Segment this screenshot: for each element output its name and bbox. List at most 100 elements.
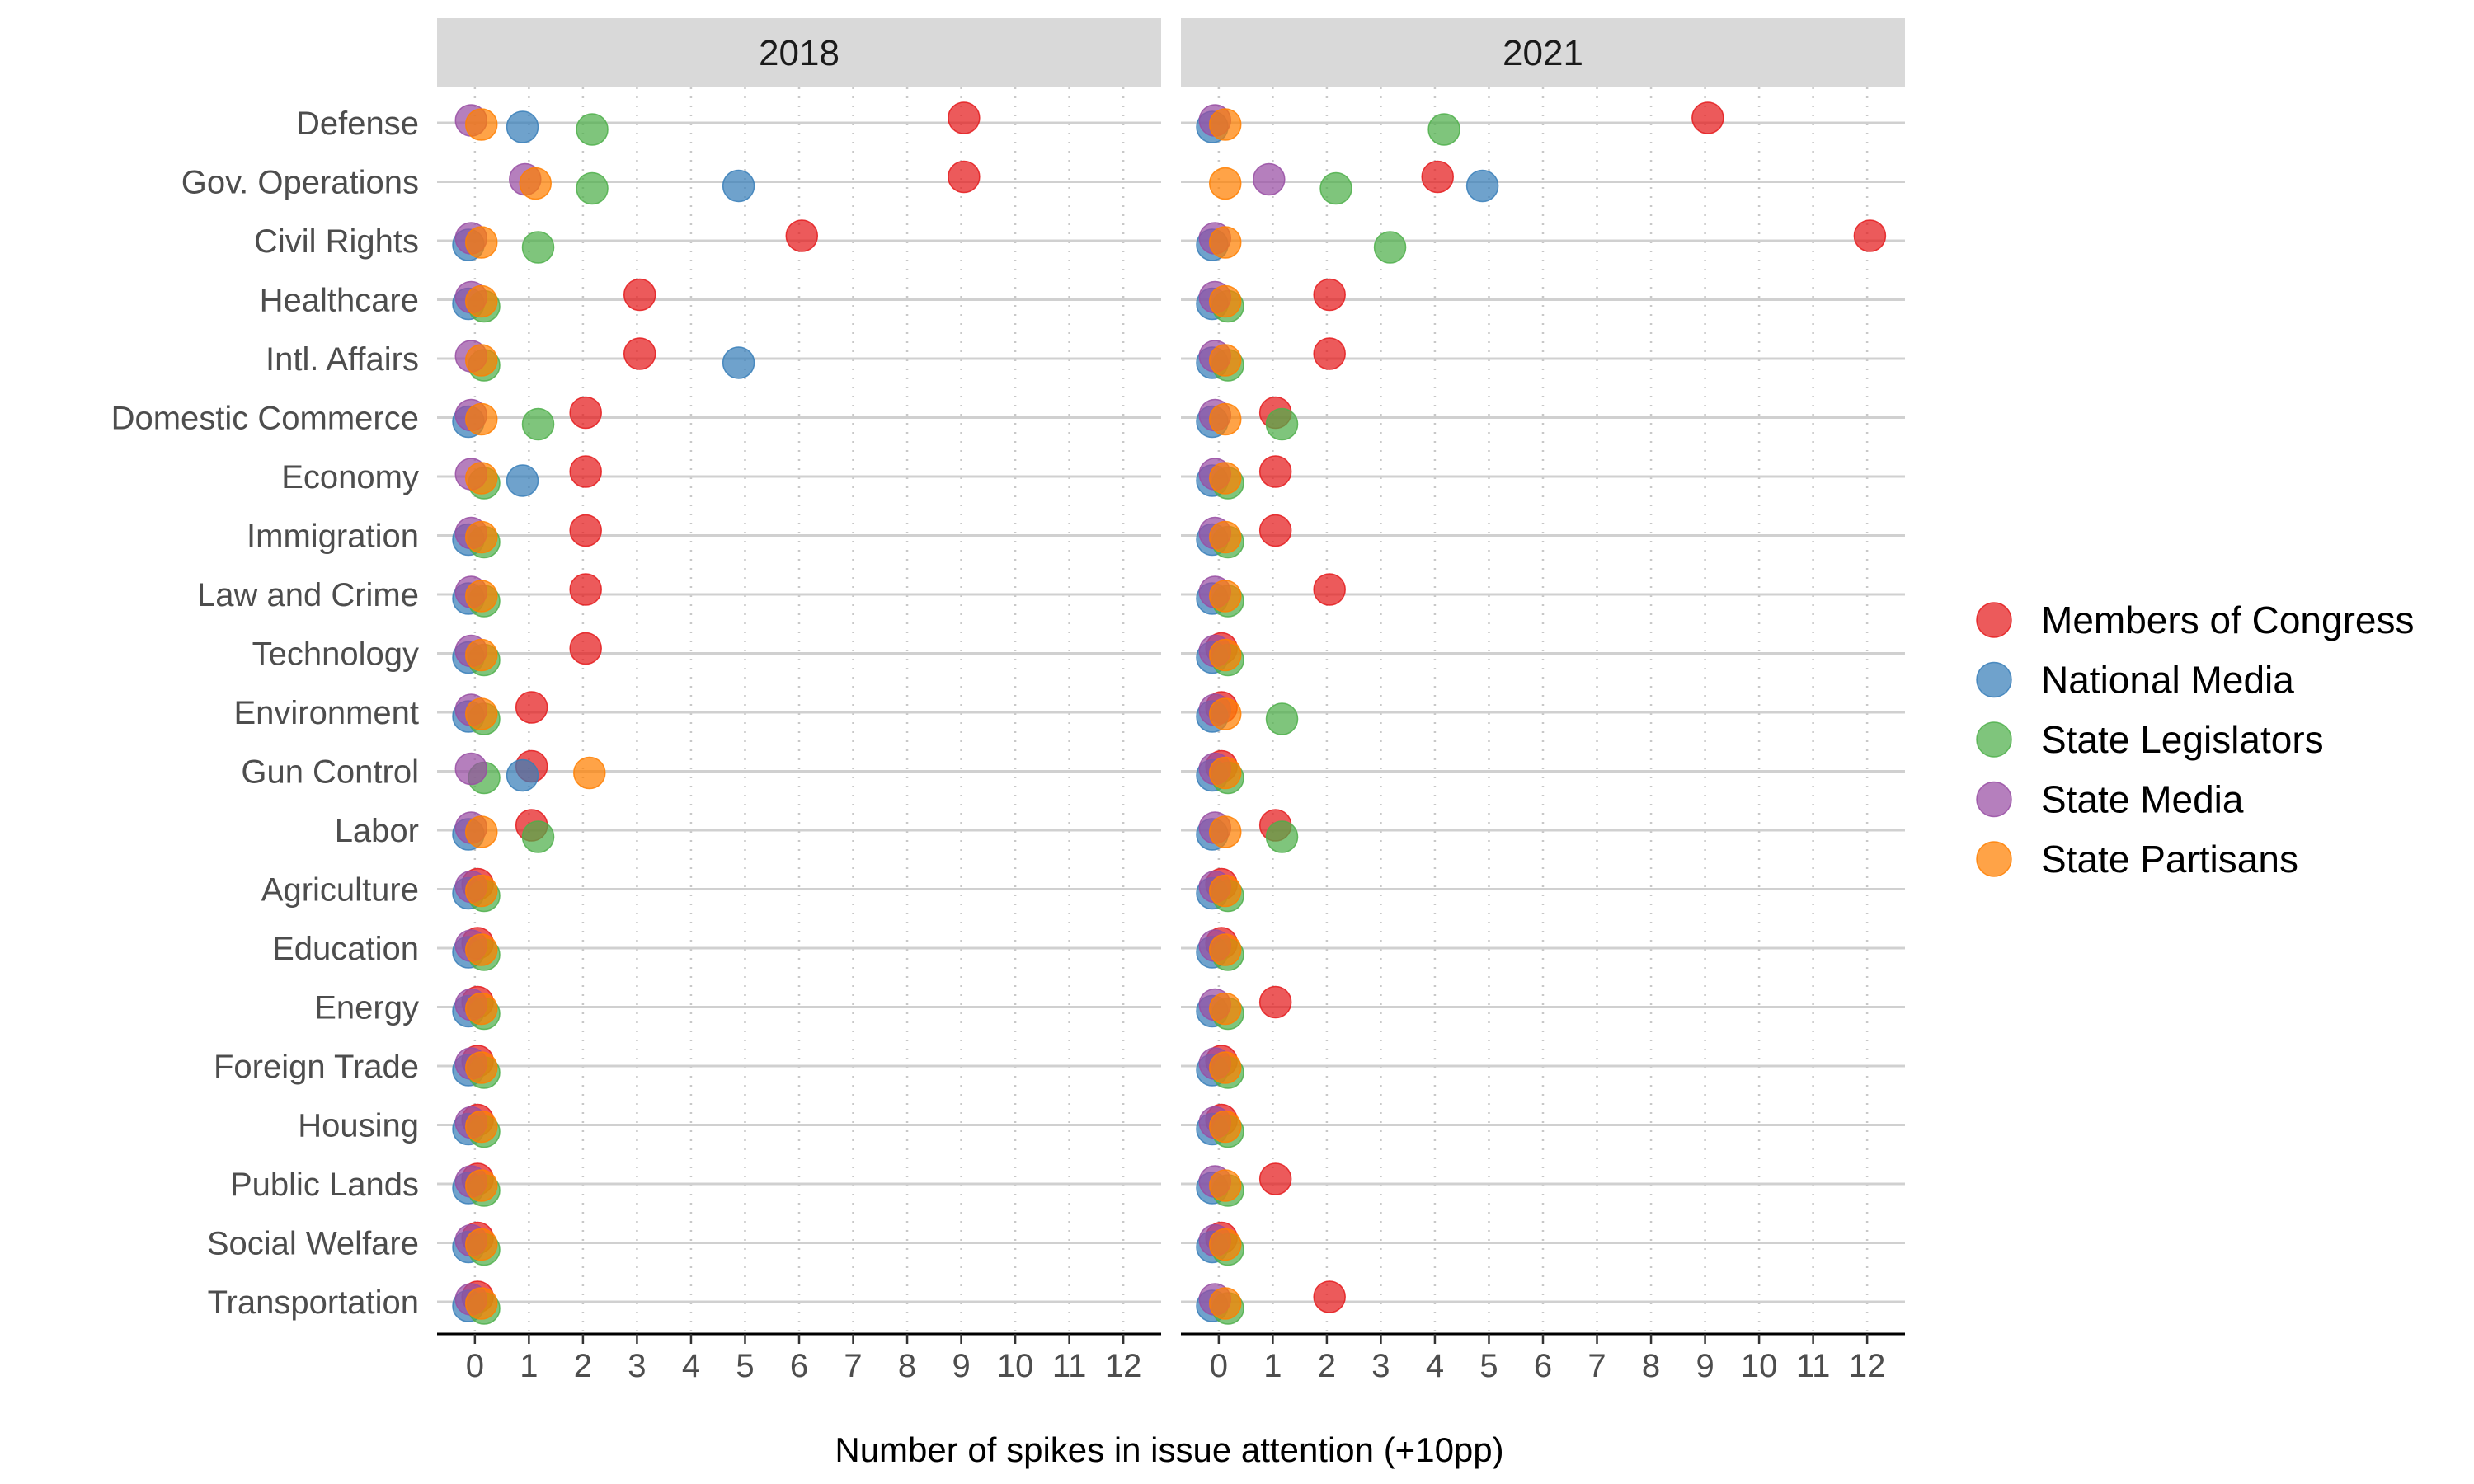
x-tick-label: 6	[1534, 1348, 1552, 1384]
legend-swatch	[1976, 781, 2012, 818]
data-point	[464, 344, 498, 377]
data-point	[521, 231, 555, 264]
legend-swatch	[1976, 841, 2012, 877]
data-point	[1265, 820, 1299, 853]
x-tick-label: 11	[1796, 1348, 1831, 1384]
data-point	[1313, 1280, 1346, 1313]
data-point	[1208, 284, 1242, 318]
panel-strips: 2018 2021	[437, 18, 1905, 87]
x-tick-label: 6	[790, 1348, 808, 1384]
data-point	[623, 278, 656, 312]
data-point	[1208, 992, 1242, 1026]
panel-strip-2021	[1181, 18, 1905, 87]
category-label: Labor	[335, 813, 419, 849]
x-tick-label: 1	[520, 1348, 538, 1384]
data-point	[1313, 573, 1346, 606]
data-point	[569, 396, 602, 430]
data-point	[464, 1228, 498, 1261]
data-point	[464, 992, 498, 1026]
data-point	[464, 1110, 498, 1144]
x-tick-label: 12	[1105, 1348, 1142, 1384]
panel-label-2018: 2018	[759, 33, 840, 73]
data-point	[1208, 756, 1242, 790]
category-label: Technology	[252, 636, 419, 673]
data-point	[1258, 514, 1292, 547]
data-point	[573, 756, 606, 790]
category-label: Domestic Commerce	[111, 401, 419, 437]
data-point	[1465, 169, 1499, 203]
x-tick-label: 10	[997, 1348, 1034, 1384]
category-label: Law and Crime	[197, 577, 419, 613]
category-label: Education	[272, 931, 419, 967]
data-point	[1313, 337, 1346, 370]
x-tick-label: 2	[574, 1348, 592, 1384]
data-point	[1265, 702, 1299, 735]
data-point	[1208, 1110, 1242, 1144]
data-point	[1373, 231, 1407, 264]
category-label: Gov. Operations	[181, 165, 419, 201]
data-point	[521, 407, 555, 441]
category-label: Public Lands	[230, 1167, 419, 1203]
data-point	[464, 108, 498, 141]
data-point	[506, 464, 539, 497]
data-point	[785, 219, 819, 252]
legend-swatch	[1976, 602, 2012, 638]
axes-layer: 0 1 2 3 4 5 6 7 8 9 10 11 12 0 1 2 3 4 5 6 7 8 9 10 11 12DefenseG…	[111, 106, 1905, 1384]
x-tick-label: 2	[1318, 1348, 1336, 1384]
data-point	[464, 462, 498, 495]
data-point	[1421, 160, 1454, 194]
x-tick-label: 7	[844, 1348, 862, 1384]
category-label: Healthcare	[260, 283, 419, 319]
x-tick-label: 9	[952, 1348, 970, 1384]
data-point	[519, 167, 553, 200]
data-point	[464, 815, 498, 848]
data-point	[464, 520, 498, 554]
x-tick-label: 4	[1426, 1348, 1444, 1384]
x-axis-title: Number of spikes in issue attention (+10…	[835, 1430, 1503, 1469]
data-point	[1208, 697, 1242, 730]
data-point	[521, 820, 555, 853]
data-point	[1208, 167, 1242, 200]
legend-label: State Legislators	[2041, 718, 2324, 761]
x-tick-label: 5	[736, 1348, 754, 1384]
data-point	[569, 632, 602, 665]
x-tick-label: 9	[1696, 1348, 1714, 1384]
data-point	[623, 337, 656, 370]
category-label: Civil Rights	[254, 223, 419, 260]
data-point	[1853, 219, 1887, 252]
data-point	[464, 402, 498, 436]
x-tick-label: 5	[1479, 1348, 1498, 1384]
data-point	[722, 169, 755, 203]
data-point	[464, 874, 498, 908]
data-point	[576, 113, 609, 146]
category-label: Transportation	[208, 1284, 419, 1321]
data-point	[1265, 407, 1299, 441]
legend-label: Members of Congress	[2041, 599, 2415, 641]
category-label: Intl. Affairs	[266, 341, 419, 378]
x-tick-label: 1	[1263, 1348, 1282, 1384]
data-point	[506, 758, 539, 792]
panel-label-2021: 2021	[1503, 33, 1583, 73]
points-layer	[452, 101, 1887, 1325]
data-point	[515, 691, 548, 724]
data-point	[464, 284, 498, 318]
data-point	[576, 171, 609, 205]
data-point	[464, 638, 498, 672]
data-point	[464, 697, 498, 730]
grid-layer	[437, 87, 1905, 1334]
legend-swatch	[1976, 661, 2012, 698]
data-point	[1208, 520, 1242, 554]
data-point	[569, 455, 602, 488]
data-point	[1208, 1287, 1242, 1320]
x-tick-label: 12	[1849, 1348, 1886, 1384]
category-label: Gun Control	[241, 754, 419, 791]
data-point	[1208, 815, 1242, 848]
panel-strip-2018	[437, 18, 1161, 87]
legend-label: National Media	[2041, 659, 2294, 702]
data-point	[722, 346, 755, 379]
category-label: Housing	[298, 1108, 419, 1144]
x-tick-label: 3	[1371, 1348, 1390, 1384]
data-point	[1208, 1228, 1242, 1261]
data-point	[1258, 1162, 1292, 1195]
data-point	[948, 101, 981, 134]
